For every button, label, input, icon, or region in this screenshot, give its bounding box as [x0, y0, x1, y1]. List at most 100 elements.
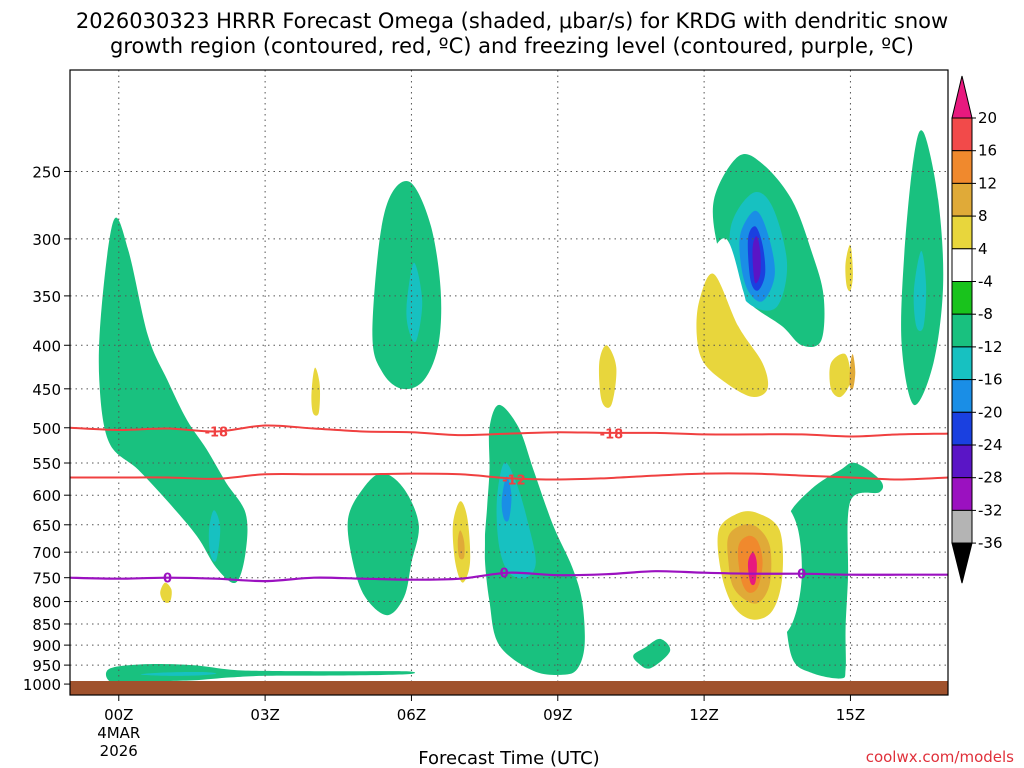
- chart-title-line-2: growth region (contoured, red, ºC) and f…: [110, 34, 914, 58]
- x-axis-label: Forecast Time (UTC): [418, 748, 599, 768]
- y-tick-label-700: 700: [32, 544, 61, 562]
- omega-area-pos-15: [845, 244, 853, 292]
- omega-area-pos-8: [452, 213, 468, 278]
- colorbar-segment-11: [951, 444, 973, 479]
- x-tick-label-6: 06Z: [397, 706, 426, 724]
- y-tick-label-850: 850: [32, 616, 61, 634]
- colorbar-label-5: -4: [978, 273, 993, 291]
- omega-area-neg-15: [752, 236, 761, 284]
- colorbar-segment-3: [951, 182, 973, 217]
- y-tick-label-950: 950: [32, 657, 61, 675]
- colorbar-segment-12: [951, 477, 973, 511]
- omega-area-neg-6: [406, 262, 423, 343]
- colorbar-label-3: 8: [978, 207, 988, 225]
- omega-area-pos-13: [829, 353, 851, 398]
- omega-area-pos-14: [849, 354, 856, 390]
- y-tick-label-550: 550: [32, 455, 61, 473]
- y-tick-label-650: 650: [32, 517, 61, 535]
- credit-text: coolwx.com/models: [866, 748, 1014, 766]
- pressure-axis: 250 300 350 400 450 500 550 600 650 700 750 800 850 9…: [23, 163, 70, 694]
- x-tick-label-0: 00Z: [104, 706, 133, 724]
- colorbar-label-12: -32: [978, 501, 1003, 519]
- contour-lines: [70, 424, 948, 583]
- colorbar-segment-9: [951, 379, 973, 413]
- omega-area-neg-17: [913, 250, 927, 332]
- omega-area-neg-5: [372, 181, 442, 390]
- colorbar-label-13: -36: [978, 534, 1003, 552]
- omega-area-pos-9: [547, 206, 573, 259]
- omega-area-pos-7: [457, 530, 465, 560]
- x-date-label-0: 4MAR: [97, 724, 140, 742]
- colorbar-label-6: -8: [978, 305, 993, 323]
- colorbar-label-7: -12: [978, 338, 1003, 356]
- omega-area-pos-20: [747, 552, 757, 586]
- omega-area-pos-4: [160, 582, 172, 603]
- colorbar-segment-8: [951, 346, 973, 381]
- omega-area-pos-0: [198, 316, 225, 425]
- y-tick-label-350: 350: [32, 288, 61, 306]
- omega-area-neg-0: [105, 664, 416, 684]
- x-date-label-1: 2026: [100, 742, 138, 760]
- y-tick-label-450: 450: [32, 381, 61, 399]
- omega-area-pos-2: [311, 367, 321, 416]
- dendritic-contour-label-2: -12: [502, 473, 526, 488]
- colorbar-segment-6: [951, 281, 973, 315]
- x-tick-label-3: 03Z: [250, 706, 279, 724]
- colorbar-segment-2: [951, 150, 973, 184]
- freezing-level-label-0: 0: [163, 572, 172, 587]
- colorbar-segment-13: [951, 509, 973, 544]
- terrain-ground-bar: [70, 681, 948, 695]
- y-tick-label-800: 800: [32, 594, 61, 612]
- dendritic-contour-line-0: [70, 424, 948, 438]
- colorbar-segment-10: [951, 411, 973, 446]
- omega-area-neg-2: [98, 217, 248, 584]
- colorbar-label-0: 20: [978, 109, 997, 127]
- colorbar-label-1: 16: [978, 142, 997, 160]
- dendritic-contour-label-0: -18: [205, 425, 229, 440]
- y-tick-label-900: 900: [32, 637, 61, 655]
- colorbar-top-arrow: [951, 75, 973, 119]
- y-tick-label-250: 250: [32, 163, 61, 181]
- omega-area-pos-12: [598, 345, 617, 408]
- colorbar-label-4: 4: [978, 240, 988, 258]
- omega-area-neg-9: [501, 476, 512, 522]
- contour-labels: -18 -18 -12 0 0 0: [163, 425, 806, 586]
- dendritic-contour-label-1: -18: [600, 428, 624, 443]
- colorbar-label-10: -24: [978, 436, 1003, 454]
- dendritic-contour-line-2: [70, 472, 948, 481]
- omega-area-pos-21: [596, 589, 612, 609]
- omega-area-pos-22: [898, 531, 948, 674]
- omega-area-pos-3: [143, 571, 212, 623]
- colorbar-label-11: -28: [978, 469, 1003, 487]
- colorbar: 20 16 12 8 4 -4 -8 -12 -16 -20 -24 -28 -32 -36: [951, 75, 1003, 584]
- plot-frame: [69, 69, 949, 696]
- omega-area-neg-18: [784, 462, 884, 679]
- x-tick-label-9: 09Z: [543, 706, 572, 724]
- freezing-level-label-2: 0: [797, 568, 806, 583]
- x-tick-label-12: 12Z: [689, 706, 718, 724]
- colorbar-segment-1: [951, 117, 973, 152]
- freezing-level-label-1: 0: [500, 567, 509, 582]
- y-tick-label-500: 500: [32, 420, 61, 438]
- y-tick-label-1000: 1000: [23, 676, 61, 694]
- colorbar-segment-7: [951, 313, 973, 348]
- colorbar-segment-4: [951, 215, 973, 250]
- omega-area-pos-11: [696, 273, 769, 397]
- y-tick-label-400: 400: [32, 337, 61, 355]
- chart-title-line-1: 2026030323 HRRR Forecast Omega (shaded, …: [76, 9, 948, 33]
- colorbar-label-2: 12: [978, 174, 997, 192]
- colorbar-segment-5: [951, 248, 973, 283]
- omega-area-pos-1: [295, 286, 348, 454]
- colorbar-bottom-arrow: [951, 542, 973, 584]
- omega-area-neg-10: [633, 638, 671, 669]
- omega-area-neg-1: [140, 671, 217, 676]
- y-tick-label-750: 750: [32, 570, 61, 588]
- y-tick-label-600: 600: [32, 487, 61, 505]
- x-tick-label-15: 15Z: [836, 706, 865, 724]
- omega-area-neg-3: [208, 510, 221, 562]
- colorbar-label-9: -20: [978, 403, 1003, 421]
- y-tick-label-300: 300: [32, 231, 61, 249]
- omega-shading: [98, 130, 948, 684]
